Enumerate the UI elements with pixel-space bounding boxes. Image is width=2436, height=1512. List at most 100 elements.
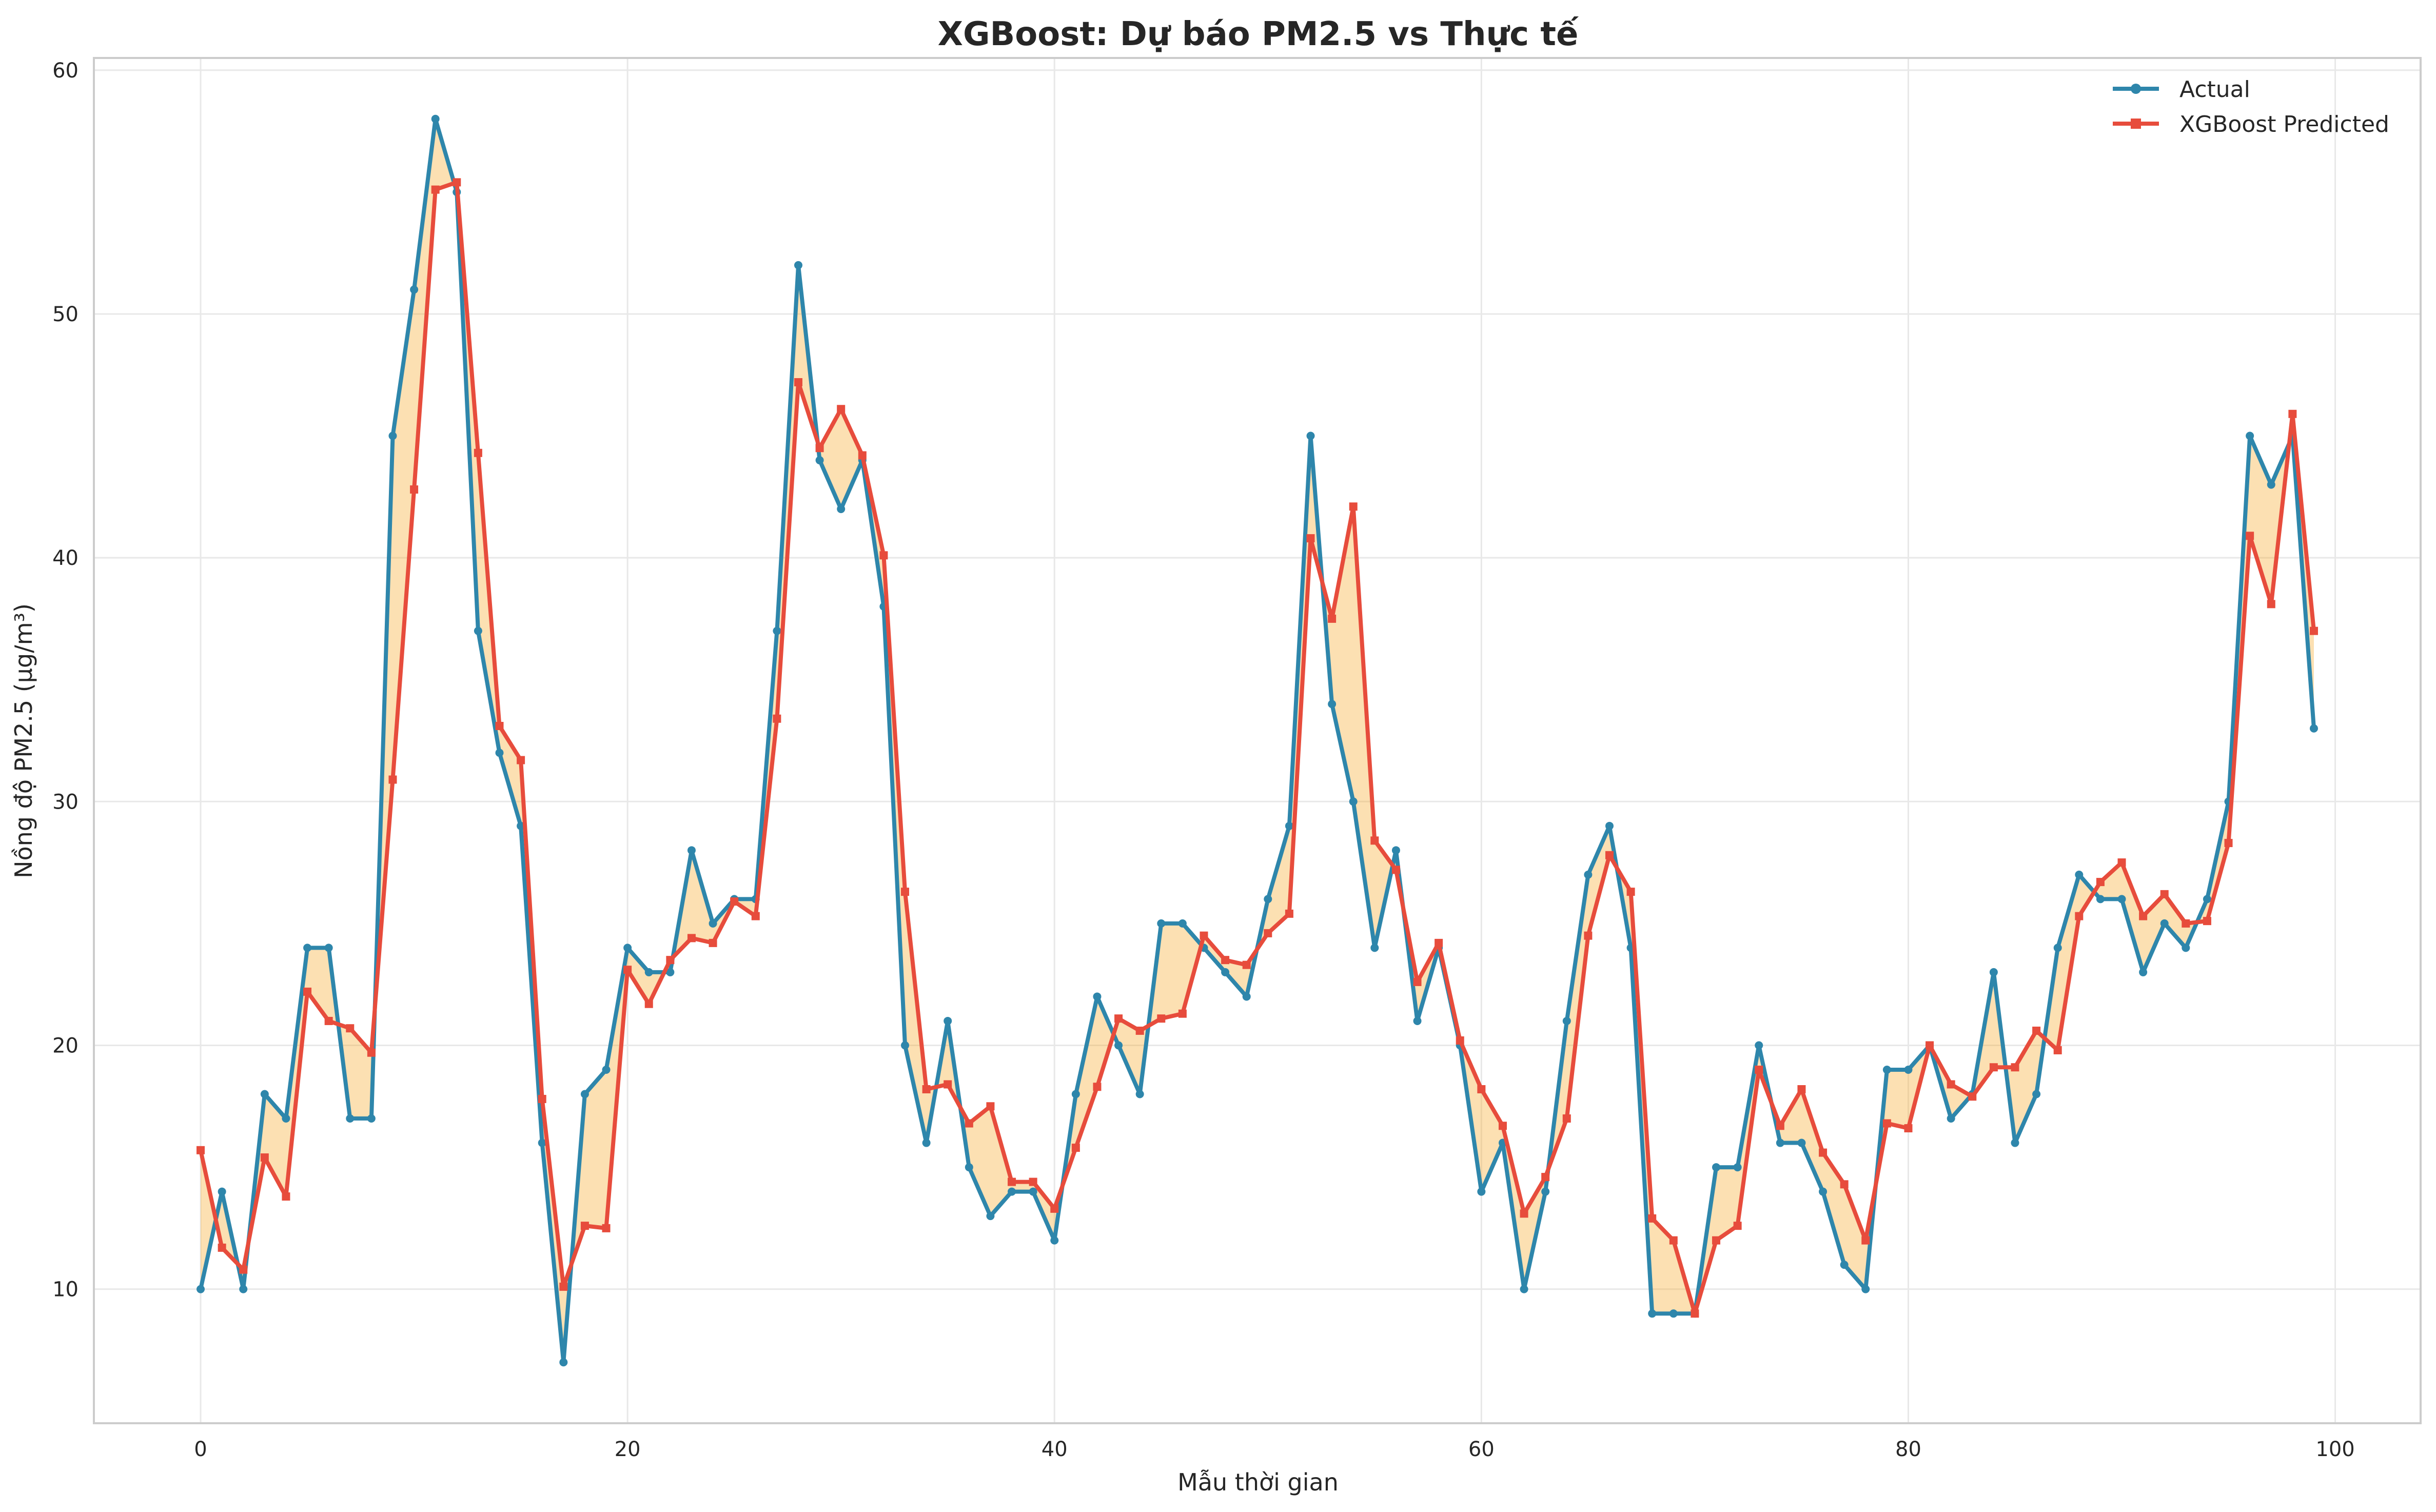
data-point <box>1285 821 1293 830</box>
data-point <box>431 185 440 194</box>
data-point <box>431 114 440 123</box>
data-point <box>260 1153 269 1162</box>
data-point <box>1349 502 1358 511</box>
data-point <box>922 1085 931 1094</box>
data-point <box>730 897 739 906</box>
x-tick-label: 60 <box>1468 1438 1495 1461</box>
data-point <box>1968 1092 1977 1101</box>
data-point <box>794 378 802 386</box>
data-point <box>1712 1236 1721 1245</box>
y-tick-label: 10 <box>52 1278 78 1302</box>
plot-area-frame <box>93 57 2422 1424</box>
data-point <box>666 956 675 965</box>
data-point <box>1477 1187 1486 1196</box>
data-point <box>2267 480 2275 489</box>
data-point <box>986 1102 995 1111</box>
data-point <box>2309 626 2318 635</box>
data-point <box>1456 1036 1464 1045</box>
data-point <box>965 1119 973 1128</box>
y-tick-label: 60 <box>52 59 78 83</box>
data-point <box>1819 1148 1828 1157</box>
data-point <box>1605 821 1614 830</box>
data-point <box>1328 700 1337 709</box>
data-point <box>815 456 824 465</box>
data-point <box>1221 956 1230 965</box>
data-point <box>687 934 696 942</box>
data-point <box>1264 895 1272 904</box>
data-point <box>794 261 802 269</box>
data-point <box>944 1080 952 1089</box>
data-point <box>2246 431 2254 440</box>
data-point <box>1669 1236 1678 1245</box>
data-point <box>1861 1285 1870 1293</box>
y-tick-label: 40 <box>52 546 78 570</box>
data-point <box>666 968 675 976</box>
legend-label-predicted: XGBoost Predicted <box>2179 111 2389 138</box>
data-point <box>1498 1122 1507 1130</box>
data-point <box>815 444 824 453</box>
data-point <box>879 551 888 560</box>
data-point <box>1050 1236 1059 1245</box>
data-point <box>2011 1138 2019 1147</box>
data-point <box>1221 968 1230 976</box>
data-point <box>1989 1063 1998 1072</box>
data-point <box>1648 1214 1657 1223</box>
data-point <box>2182 919 2190 928</box>
data-point <box>1306 431 1315 440</box>
legend-label-actual: Actual <box>2179 76 2250 103</box>
data-point <box>1605 851 1614 859</box>
data-point <box>944 1016 952 1025</box>
data-point <box>773 714 781 723</box>
data-point <box>1114 1041 1123 1050</box>
data-point <box>1178 919 1187 928</box>
data-point <box>1264 929 1272 937</box>
data-point <box>2309 724 2318 733</box>
data-point <box>580 1222 589 1230</box>
data-point <box>644 999 653 1008</box>
data-point <box>1093 1083 1102 1091</box>
data-point <box>239 1265 248 1274</box>
data-point <box>303 944 312 952</box>
data-point <box>1477 1085 1486 1094</box>
data-point <box>1370 836 1379 845</box>
data-point <box>2053 944 2062 952</box>
data-point <box>1413 977 1422 986</box>
data-point <box>1306 534 1315 543</box>
data-point <box>1882 1065 1891 1074</box>
data-point <box>2117 895 2126 904</box>
data-point <box>773 626 781 635</box>
data-point <box>1435 938 1443 947</box>
data-point <box>901 1041 910 1050</box>
data-point <box>858 451 867 460</box>
data-point <box>901 888 910 896</box>
data-point <box>709 938 717 947</box>
data-point <box>644 968 653 976</box>
x-tick-label: 0 <box>194 1438 207 1461</box>
data-point <box>1882 1119 1891 1128</box>
data-point <box>1520 1209 1528 1218</box>
data-point <box>1114 1014 1123 1023</box>
data-point <box>346 1114 355 1123</box>
data-point <box>2182 944 2190 952</box>
data-point <box>1840 1180 1849 1189</box>
data-point <box>474 626 482 635</box>
series-predicted <box>197 178 2318 1318</box>
data-point <box>1691 1309 1699 1318</box>
data-point <box>453 178 461 187</box>
x-tick-label: 40 <box>1042 1438 1068 1461</box>
data-point <box>1733 1163 1742 1172</box>
data-point <box>986 1212 995 1221</box>
data-point <box>218 1243 226 1252</box>
data-point <box>559 1282 568 1291</box>
data-point <box>1626 888 1635 896</box>
data-point <box>1755 1065 1763 1074</box>
data-point <box>1328 614 1337 623</box>
data-point <box>1520 1285 1528 1293</box>
data-point <box>687 846 696 855</box>
data-point <box>1135 1026 1144 1035</box>
legend-marker-predicted <box>2131 119 2141 129</box>
data-point <box>1541 1173 1550 1182</box>
data-point <box>623 966 632 974</box>
